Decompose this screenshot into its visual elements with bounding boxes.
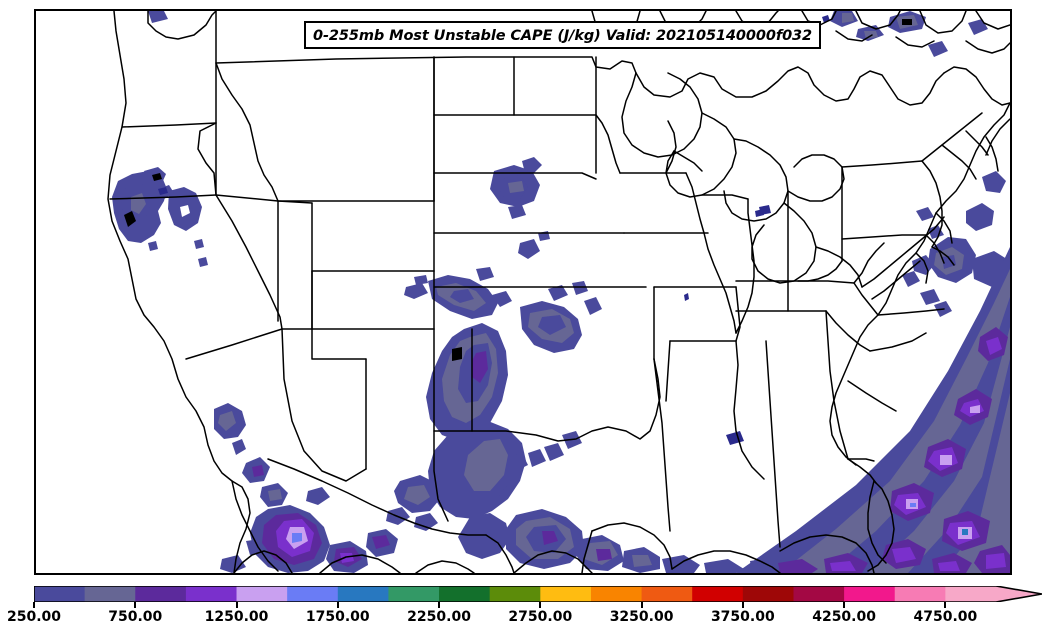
colorbar-tick-label: 2250.00 [407,609,471,625]
colorbar-tick [438,602,441,608]
colorbar-ticks: 250.00 750.00 1250.00 1750.00 2250.00 2750.00… [0,578,1042,632]
colorbar-segment [34,586,86,602]
colorbar-segment [135,586,187,602]
colorbar-tick-label: 3250.00 [609,609,674,625]
colorbar-tick [235,602,238,608]
colorbar-tick-label: 250.00 [6,609,62,625]
title-box: 0-255mb Most Unstable CAPE (J/kg) Valid:… [304,21,822,49]
colorbar-segment [844,586,896,602]
colorbar-outline [34,586,1042,602]
colorbar-segment [439,586,491,602]
colorbar-tick-label: 2750.00 [508,609,573,625]
colorbar-tick [336,602,339,608]
colorbar-tick [640,602,643,608]
colorbar-tick-label: 4250.00 [812,609,876,625]
colorbar-tick-label: 750.00 [108,609,163,625]
map-canvas [36,11,1010,573]
colorbar-segment [236,586,288,602]
cape-contour-fill [112,11,1010,573]
colorbar-segment [945,586,997,602]
colorbar-segment [489,586,541,602]
colorbar-segment [337,586,390,602]
colorbar-tick [134,602,137,608]
map-frame: 0-255mb Most Unstable CAPE (J/kg) Valid:… [34,9,1012,575]
colorbar-swatches [34,586,1042,602]
colorbar-tick [539,602,542,608]
map-title: 0-255mb Most Unstable CAPE (J/kg) Valid:… [313,28,813,44]
colorbar-segment [692,586,744,602]
colorbar-segment [388,586,440,602]
colorbar-segment [540,586,592,602]
colorbar-segment [742,586,795,602]
colorbar-tick [33,602,35,608]
colorbar-segment [287,586,339,602]
map-boundaries [107,11,1010,573]
colorbar-tick-label: 1750.00 [305,609,370,625]
colorbar-tick [843,602,846,608]
colorbar-segment [185,586,238,602]
colorbar-segment [590,586,643,602]
colorbar-tick [741,602,744,608]
colorbar-tick-label: 3750.00 [710,609,775,625]
colorbar: 250.00 750.00 1250.00 1750.00 2250.00 2750.00… [0,578,1042,632]
colorbar-extend-arrow [996,586,1042,602]
colorbar-segment [793,586,845,602]
colorbar-segment [641,586,693,602]
colorbar-segment [894,586,946,602]
colorbar-segment [84,586,136,602]
colorbar-tick [944,602,947,608]
colorbar-tick-label: 1250.00 [204,609,269,625]
colorbar-tick-label: 4750.00 [913,609,978,625]
